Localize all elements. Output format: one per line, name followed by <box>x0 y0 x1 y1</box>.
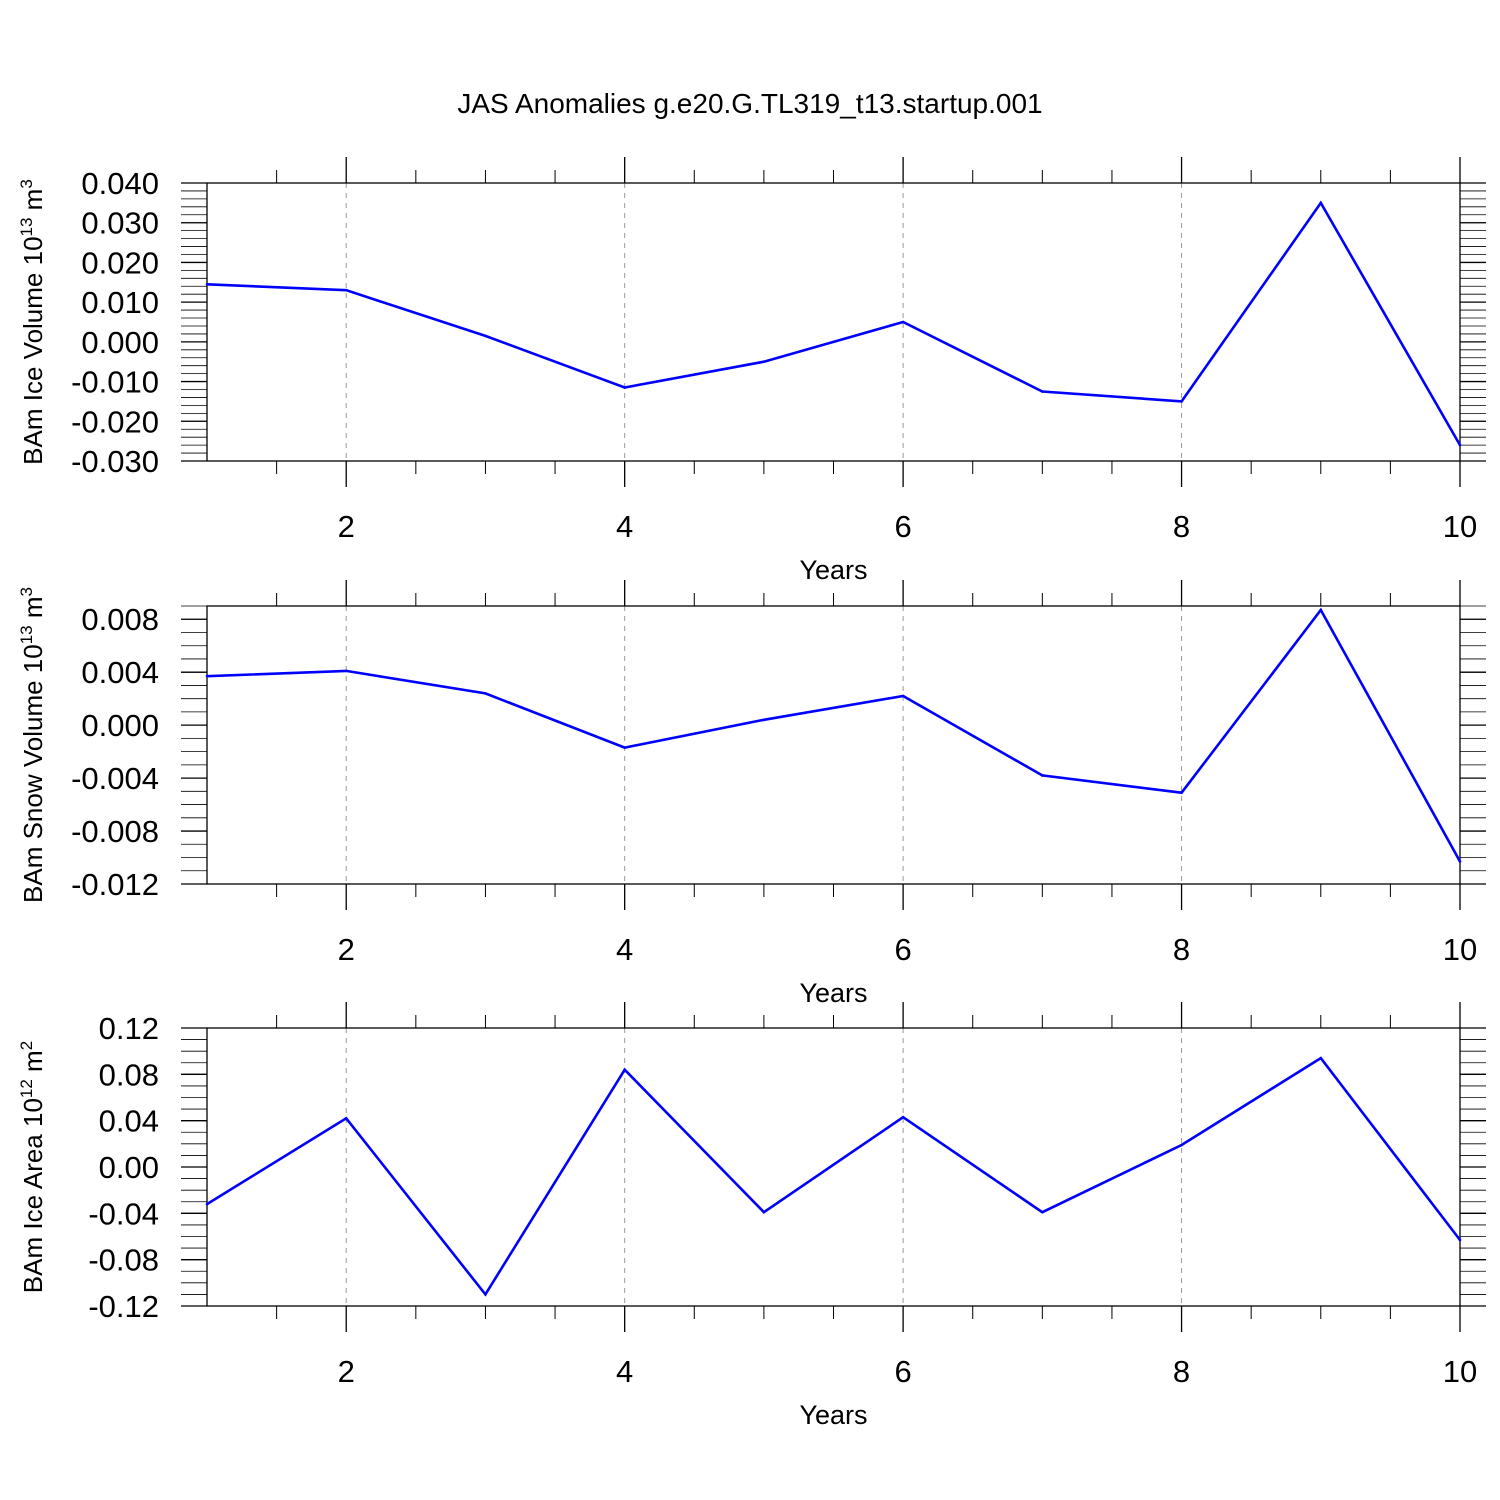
x-tick-label: 6 <box>894 509 911 544</box>
x-tick-label: 8 <box>1173 932 1190 967</box>
x-tick-label: 4 <box>616 509 633 544</box>
data-point <box>762 1210 766 1214</box>
series-line <box>206 1056 1462 1297</box>
plot-frame <box>206 1027 1461 1307</box>
data-point <box>344 1117 348 1120</box>
data-point <box>484 692 487 695</box>
y-tick-label: -0.012 <box>71 867 159 902</box>
x-axis-label: Years <box>799 1400 867 1430</box>
x-tick-label: 8 <box>1173 509 1190 544</box>
x-tick-label: 2 <box>338 509 355 544</box>
data-point <box>1041 774 1044 777</box>
data-point <box>1041 390 1044 393</box>
y-axis-label: BAm Ice Volume 1013 m3 <box>17 179 48 465</box>
data-point <box>762 360 766 364</box>
x-tick-label: 10 <box>1443 509 1477 544</box>
x-tick-label: 6 <box>894 1354 911 1389</box>
figure-title: JAS Anomalies g.e20.G.TL319_t13.startup.… <box>457 88 1043 119</box>
y-tick-label: 0.000 <box>81 325 159 360</box>
data-point <box>1180 1143 1183 1147</box>
x-axis-label: Years <box>799 978 867 1008</box>
data-point <box>1041 1210 1044 1214</box>
y-axis-label: BAm Ice Area 1012 m2 <box>17 1041 48 1293</box>
data-point <box>344 288 348 292</box>
plot-frame <box>206 605 1461 885</box>
x-tick-label: 2 <box>338 1354 355 1389</box>
y-tick-label: 0.020 <box>81 245 159 280</box>
y-tick-label: -0.08 <box>88 1243 159 1278</box>
panel-2: -0.012 -0.008 -0.004 0.000 0.004 0.008 2 4 6 8 10 Y… <box>17 580 1486 1008</box>
x-tick-label: 4 <box>616 1354 633 1389</box>
y-tick-label: 0.12 <box>99 1011 159 1046</box>
y-tick-label: 0.030 <box>81 206 159 241</box>
x-tick-label: 2 <box>338 932 355 967</box>
y-axis-label: BAm Snow Volume 1013 m3 <box>17 587 48 903</box>
data-point <box>901 320 905 324</box>
data-point <box>1180 400 1183 403</box>
data-point <box>1319 201 1323 205</box>
y-tick-label: -0.020 <box>71 404 159 439</box>
x-tick-label: 10 <box>1443 932 1477 967</box>
y-tick-label: 0.04 <box>99 1104 159 1139</box>
x-tick-label: 4 <box>616 932 633 967</box>
data-point <box>623 746 626 749</box>
x-tick-label: 10 <box>1443 1354 1477 1389</box>
data-point <box>901 1115 905 1119</box>
data-point <box>205 674 209 678</box>
y-tick-label: 0.040 <box>81 166 159 201</box>
data-point <box>1180 791 1183 794</box>
y-tick-label: 0.00 <box>99 1150 159 1185</box>
data-point <box>1458 443 1462 447</box>
data-point <box>901 694 905 698</box>
x-tick-label: 6 <box>894 932 911 967</box>
data-point <box>762 718 766 722</box>
series-line <box>206 200 1462 446</box>
y-tick-label: 0.000 <box>81 708 159 743</box>
data-point <box>484 1293 487 1296</box>
panel-3: -0.12 -0.08 -0.04 0.00 0.04 0.08 0.12 2 4 6 8 10 Yea… <box>17 1002 1486 1430</box>
y-tick-label: 0.008 <box>81 602 159 637</box>
data-point <box>623 1068 626 1071</box>
series-line <box>206 607 1462 863</box>
data-point <box>1458 1238 1462 1242</box>
y-tick-label: -0.030 <box>71 444 159 479</box>
x-axis-label: Years <box>799 555 867 585</box>
data-point <box>1458 860 1462 863</box>
y-tick-label: -0.010 <box>71 365 159 400</box>
data-point <box>623 386 626 389</box>
y-tick-label: -0.12 <box>88 1289 159 1324</box>
panel-1: -0.030 -0.020 -0.010 0.000 0.010 0.020 0.030 0.… <box>17 157 1486 585</box>
data-point <box>344 669 348 673</box>
y-tick-label: -0.008 <box>71 814 159 849</box>
y-tick-label: 0.08 <box>99 1057 159 1092</box>
y-tick-label: -0.04 <box>88 1196 159 1231</box>
data-point <box>1319 1056 1323 1060</box>
data-point <box>205 1202 209 1206</box>
y-tick-label: 0.004 <box>81 655 159 690</box>
plot-frame <box>206 182 1461 462</box>
data-point <box>484 334 487 338</box>
data-point <box>205 282 209 286</box>
y-tick-label: 0.010 <box>81 285 159 320</box>
x-tick-label: 8 <box>1173 1354 1190 1389</box>
y-tick-label: -0.004 <box>71 761 159 796</box>
data-point <box>1319 608 1323 612</box>
